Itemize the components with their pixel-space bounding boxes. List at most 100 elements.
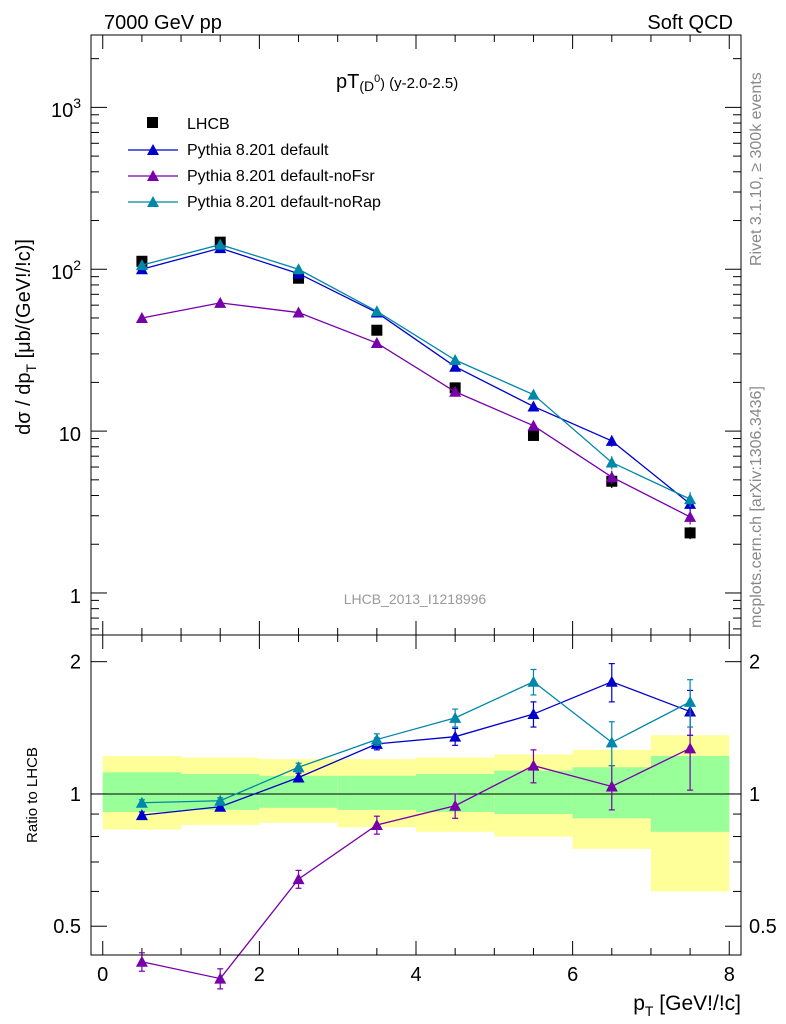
ratio-line	[141, 747, 691, 980]
data-point	[684, 493, 697, 505]
ytick-1000: 103	[51, 95, 81, 122]
data-point	[370, 305, 383, 317]
ytick-100: 102	[51, 257, 81, 284]
data-point	[605, 434, 618, 446]
data-point	[135, 259, 148, 271]
legend-label-default: Pythia 8.201 default	[187, 142, 329, 159]
series-line	[141, 243, 691, 500]
xtick-label: 6	[567, 964, 578, 986]
ratio-marks	[135, 662, 697, 990]
data-point	[292, 263, 305, 275]
data-point	[370, 337, 383, 349]
ratio-point	[214, 794, 227, 806]
series-2	[135, 296, 697, 525]
data-point	[605, 471, 618, 483]
legend-marker-default	[147, 144, 159, 155]
data-point	[449, 353, 462, 365]
data-point	[527, 400, 540, 412]
ratio-point	[684, 742, 697, 754]
ratio-ytick-label-right: 0.5	[749, 916, 777, 938]
ratio-point	[605, 736, 618, 748]
ratio-series-1	[135, 713, 697, 990]
ratio-panel: 0.5 0.5 1 1 2 2 0 2 4 6 8 Ratio to LHCB pT [GeV!/!…	[24, 634, 777, 1019]
ratio-point	[135, 955, 148, 967]
data-point	[449, 385, 462, 397]
data-point	[449, 360, 462, 372]
header-right: Soft QCD	[647, 12, 733, 34]
xtick-label: 2	[254, 964, 265, 986]
legend-label-nofsr: Pythia 8.201 default-noFsr	[187, 168, 375, 185]
ratio-point	[292, 761, 305, 773]
legend-marker-norap	[147, 196, 159, 207]
ratio-ytick-label-left: 2	[70, 652, 81, 674]
uncertainty-band-green	[337, 775, 416, 810]
ratio-ytick-label-left: 1	[70, 784, 81, 806]
legend-marker-lhcb	[147, 117, 158, 128]
legend-item-default: Pythia 8.201 default	[128, 142, 329, 159]
ratio-point	[292, 873, 305, 885]
ratio-point	[370, 733, 383, 745]
ratio-point	[449, 799, 462, 811]
data-point	[135, 311, 148, 323]
xtick-label: 0	[97, 964, 108, 986]
ratio-point	[684, 695, 697, 707]
legend-marker-nofsr	[147, 170, 159, 181]
legend-item-nofsr: Pythia 8.201 default-noFsr	[128, 168, 375, 185]
ratio-point	[605, 675, 618, 687]
main-ylabel: dσ / dpT [μb/(GeV!/!c)]	[13, 239, 39, 435]
header-left: 7000 GeV pp	[104, 12, 222, 34]
ratio-point	[449, 730, 462, 742]
ratio-point	[135, 809, 148, 821]
ratio-bands	[91, 735, 741, 892]
ratio-point	[527, 675, 540, 687]
ratio-line	[141, 681, 691, 816]
data-point	[292, 306, 305, 318]
ratio-point	[370, 818, 383, 830]
ratio-point	[292, 771, 305, 783]
ratio-line	[141, 681, 691, 804]
ratio-ytick-label-left: 0.5	[53, 916, 81, 938]
data-point	[684, 510, 697, 522]
ratio-ytick-label-right: 1	[749, 784, 760, 806]
legend-item-lhcb: LHCB	[147, 116, 230, 133]
legend: LHCB Pythia 8.201 default Pythia 8.201 d…	[128, 116, 381, 211]
data-point	[371, 324, 383, 336]
series-line	[141, 247, 691, 505]
data-point	[214, 238, 227, 250]
ratio-point	[605, 780, 618, 792]
main-panel: pT(D0) (y-2.0-2.5) LHCB_2013_I1218996 dσ…	[13, 34, 742, 636]
legend-item-norap: Pythia 8.201 default-noRap	[128, 194, 381, 211]
data-point	[527, 419, 540, 431]
main-marks	[135, 236, 697, 540]
ytick-10: 10	[59, 424, 81, 446]
series-0	[136, 236, 696, 540]
ratio-frame	[90, 634, 742, 956]
legend-label-lhcb: LHCB	[187, 116, 230, 133]
ratio-ytick-label-right: 2	[749, 652, 760, 674]
xtick-label: 8	[724, 964, 735, 986]
ratio-point	[449, 711, 462, 723]
xlabel: pT [GeV!/!c]	[633, 992, 741, 1019]
plot-title: pT(D0) (y-2.0-2.5)	[336, 71, 458, 94]
data-point	[527, 429, 539, 441]
ratio-point	[527, 759, 540, 771]
xtick-label: 4	[410, 964, 421, 986]
series-line	[141, 302, 691, 518]
ytick-1: 1	[70, 586, 81, 608]
rivet-label: Rivet 3.1.10, ≥ 300k events	[748, 72, 765, 266]
ratio-ylabel: Ratio to LHCB	[24, 747, 41, 843]
main-ticks	[91, 35, 741, 635]
data-point	[214, 296, 227, 308]
ratio-point	[214, 972, 227, 984]
data-point	[684, 527, 696, 539]
ratio-point	[527, 708, 540, 720]
ratio-series-2	[135, 668, 697, 808]
ratio-point	[135, 796, 148, 808]
data-point	[527, 388, 540, 400]
mcplots-label: mcplots.cern.ch [arXiv:1306.3436]	[748, 386, 765, 628]
series-3	[135, 238, 697, 507]
analysis-watermark: LHCB_2013_I1218996	[344, 591, 487, 607]
ratio-ticks: 0.5 0.5 1 1 2 2 0 2 4 6 8	[53, 635, 777, 986]
ratio-point	[214, 800, 227, 812]
